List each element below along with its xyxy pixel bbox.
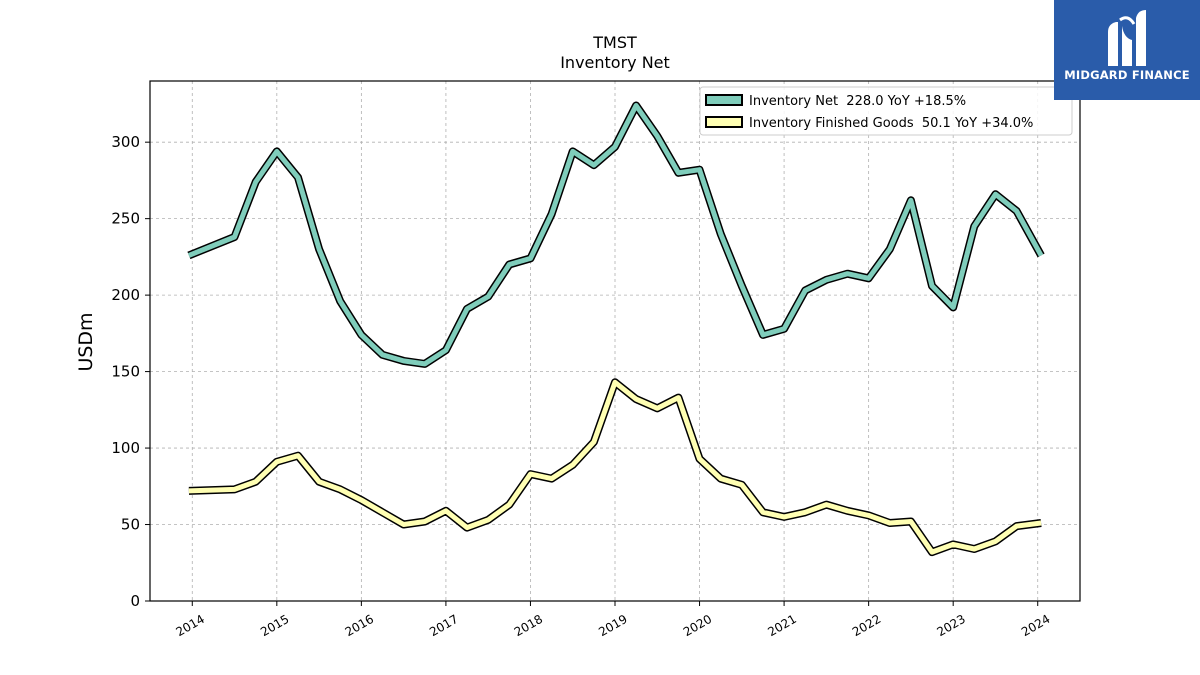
logo-mark-icon — [1108, 10, 1146, 66]
y-tick-label: 150 — [111, 363, 140, 381]
y-tick-label: 250 — [111, 210, 140, 228]
y-tick-label: 200 — [111, 286, 140, 304]
legend-swatch-inventory-net — [705, 94, 743, 106]
legend: Inventory Net 228.0 YoY +18.5% Inventory… — [699, 86, 1073, 136]
series-line-inventory-net — [187, 103, 1044, 367]
legend-swatch-inventory-finished-goods — [705, 116, 743, 128]
y-tick-label: 100 — [111, 439, 140, 457]
legend-frame — [699, 86, 1073, 136]
series-line-inventory-finished-goods — [188, 379, 1042, 555]
legend-label-inventory-net: Inventory Net 228.0 YoY +18.5% — [749, 94, 966, 109]
y-axis: 0 50 100 150 200 250 300 — [111, 133, 150, 610]
chart-subtitle: Inventory Net — [560, 53, 670, 72]
y-tick-label: 300 — [111, 133, 140, 151]
y-tick-label: 0 — [130, 592, 140, 610]
series-layer — [187, 101, 1045, 557]
chart-title: TMST — [592, 33, 637, 52]
legend-label-inventory-finished-goods: Inventory Finished Goods 50.1 YoY +34.0% — [749, 116, 1033, 131]
logo-text: MIDGARD FINANCE — [1064, 68, 1190, 82]
midgard-finance-logo: MIDGARD FINANCE — [1054, 0, 1200, 100]
y-tick-label: 50 — [121, 516, 140, 534]
y-axis-label: USDm — [75, 312, 97, 371]
